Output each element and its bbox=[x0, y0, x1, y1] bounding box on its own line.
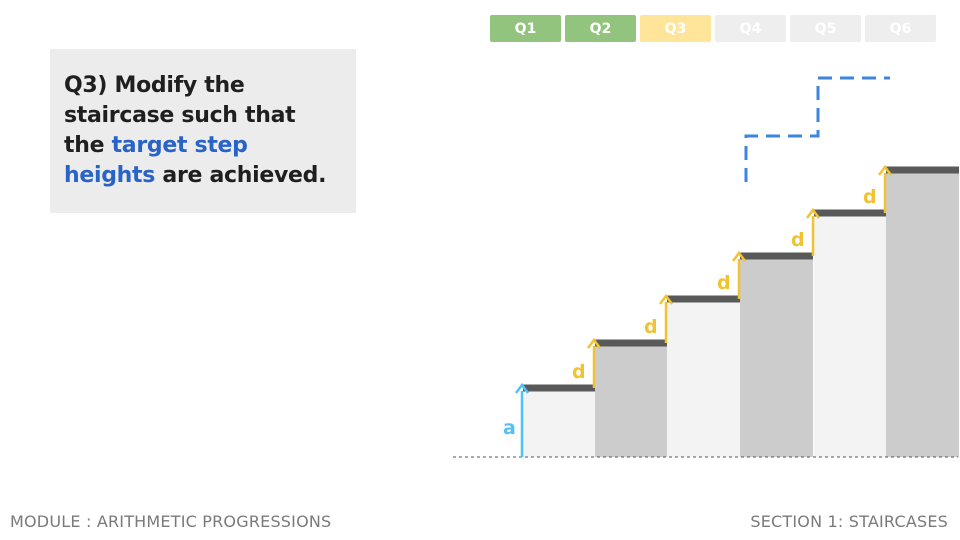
difference-arrow-2-head bbox=[659, 293, 673, 305]
step-3 bbox=[667, 299, 740, 457]
question-highlight: target step heights bbox=[64, 133, 248, 188]
difference-arrow-5-head bbox=[878, 164, 892, 176]
difference-label-3: d bbox=[717, 272, 731, 294]
step-4 bbox=[740, 256, 813, 457]
step-cap-6 bbox=[886, 166, 959, 174]
question-suffix: are achieved. bbox=[162, 163, 327, 188]
step-cap-3 bbox=[667, 295, 740, 303]
tab-q6[interactable]: Q6 bbox=[865, 15, 936, 42]
step-5 bbox=[814, 213, 887, 457]
tab-q4[interactable]: Q4 bbox=[715, 15, 786, 42]
tab-q2[interactable]: Q2 bbox=[565, 15, 636, 42]
first-step-arrow-head bbox=[515, 382, 529, 394]
step-6 bbox=[886, 170, 959, 457]
tab-q1[interactable]: Q1 bbox=[490, 15, 561, 42]
question-tabs: Q1 Q2 Q3 Q4 Q5 Q6 bbox=[490, 15, 936, 42]
difference-label-4: d bbox=[791, 229, 805, 251]
difference-arrow-1-head bbox=[587, 337, 601, 349]
step-cap-1 bbox=[523, 384, 596, 392]
difference-arrow-4-head bbox=[806, 207, 820, 219]
question-box: Q3) Modify the staircase such that the t… bbox=[50, 49, 356, 213]
step-2 bbox=[595, 343, 668, 457]
step-cap-2 bbox=[595, 339, 668, 347]
step-arrows: a d d d d d bbox=[503, 164, 892, 457]
step-cap-4 bbox=[740, 252, 813, 260]
difference-label-5: d bbox=[863, 186, 877, 208]
difference-arrow-3-head bbox=[732, 250, 746, 262]
section-footer: SECTION 1: STAIRCASES bbox=[750, 512, 948, 531]
question-text: Q3) Modify the staircase such that the t… bbox=[64, 71, 342, 191]
step-1 bbox=[523, 388, 596, 457]
tab-q3[interactable]: Q3 bbox=[640, 15, 711, 42]
question-prefix: Q3) Modify the staircase such that the bbox=[64, 73, 296, 158]
staircase-steps bbox=[523, 166, 959, 457]
first-step-label: a bbox=[503, 417, 516, 439]
tab-q5[interactable]: Q5 bbox=[790, 15, 861, 42]
target-heights-line bbox=[744, 76, 890, 182]
difference-label-2: d bbox=[644, 316, 658, 338]
difference-label-1: d bbox=[572, 361, 586, 383]
step-cap-5 bbox=[814, 209, 887, 217]
module-footer: MODULE : ARITHMETIC PROGRESSIONS bbox=[10, 512, 332, 531]
